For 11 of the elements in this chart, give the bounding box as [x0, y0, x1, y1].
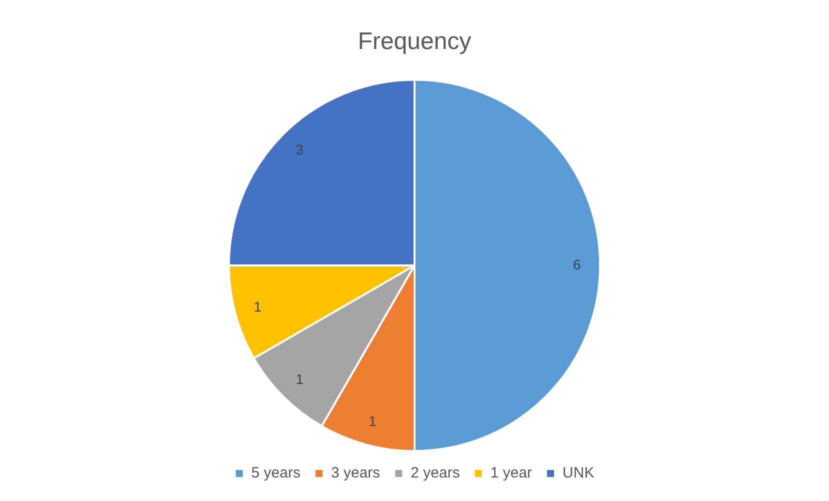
legend-label: 2 years — [410, 464, 460, 482]
data-label: 1 — [296, 371, 304, 388]
legend-label: 5 years — [251, 464, 300, 482]
data-label: 6 — [573, 256, 581, 272]
legend-label: 3 years — [330, 464, 380, 482]
data-label: 3 — [296, 141, 304, 158]
data-label: 1 — [254, 298, 262, 314]
legend-label: 1 year — [490, 464, 532, 482]
chart-title: Frequency — [358, 28, 472, 56]
legend-label: UNK — [562, 464, 594, 482]
data-label: 1 — [368, 413, 377, 430]
